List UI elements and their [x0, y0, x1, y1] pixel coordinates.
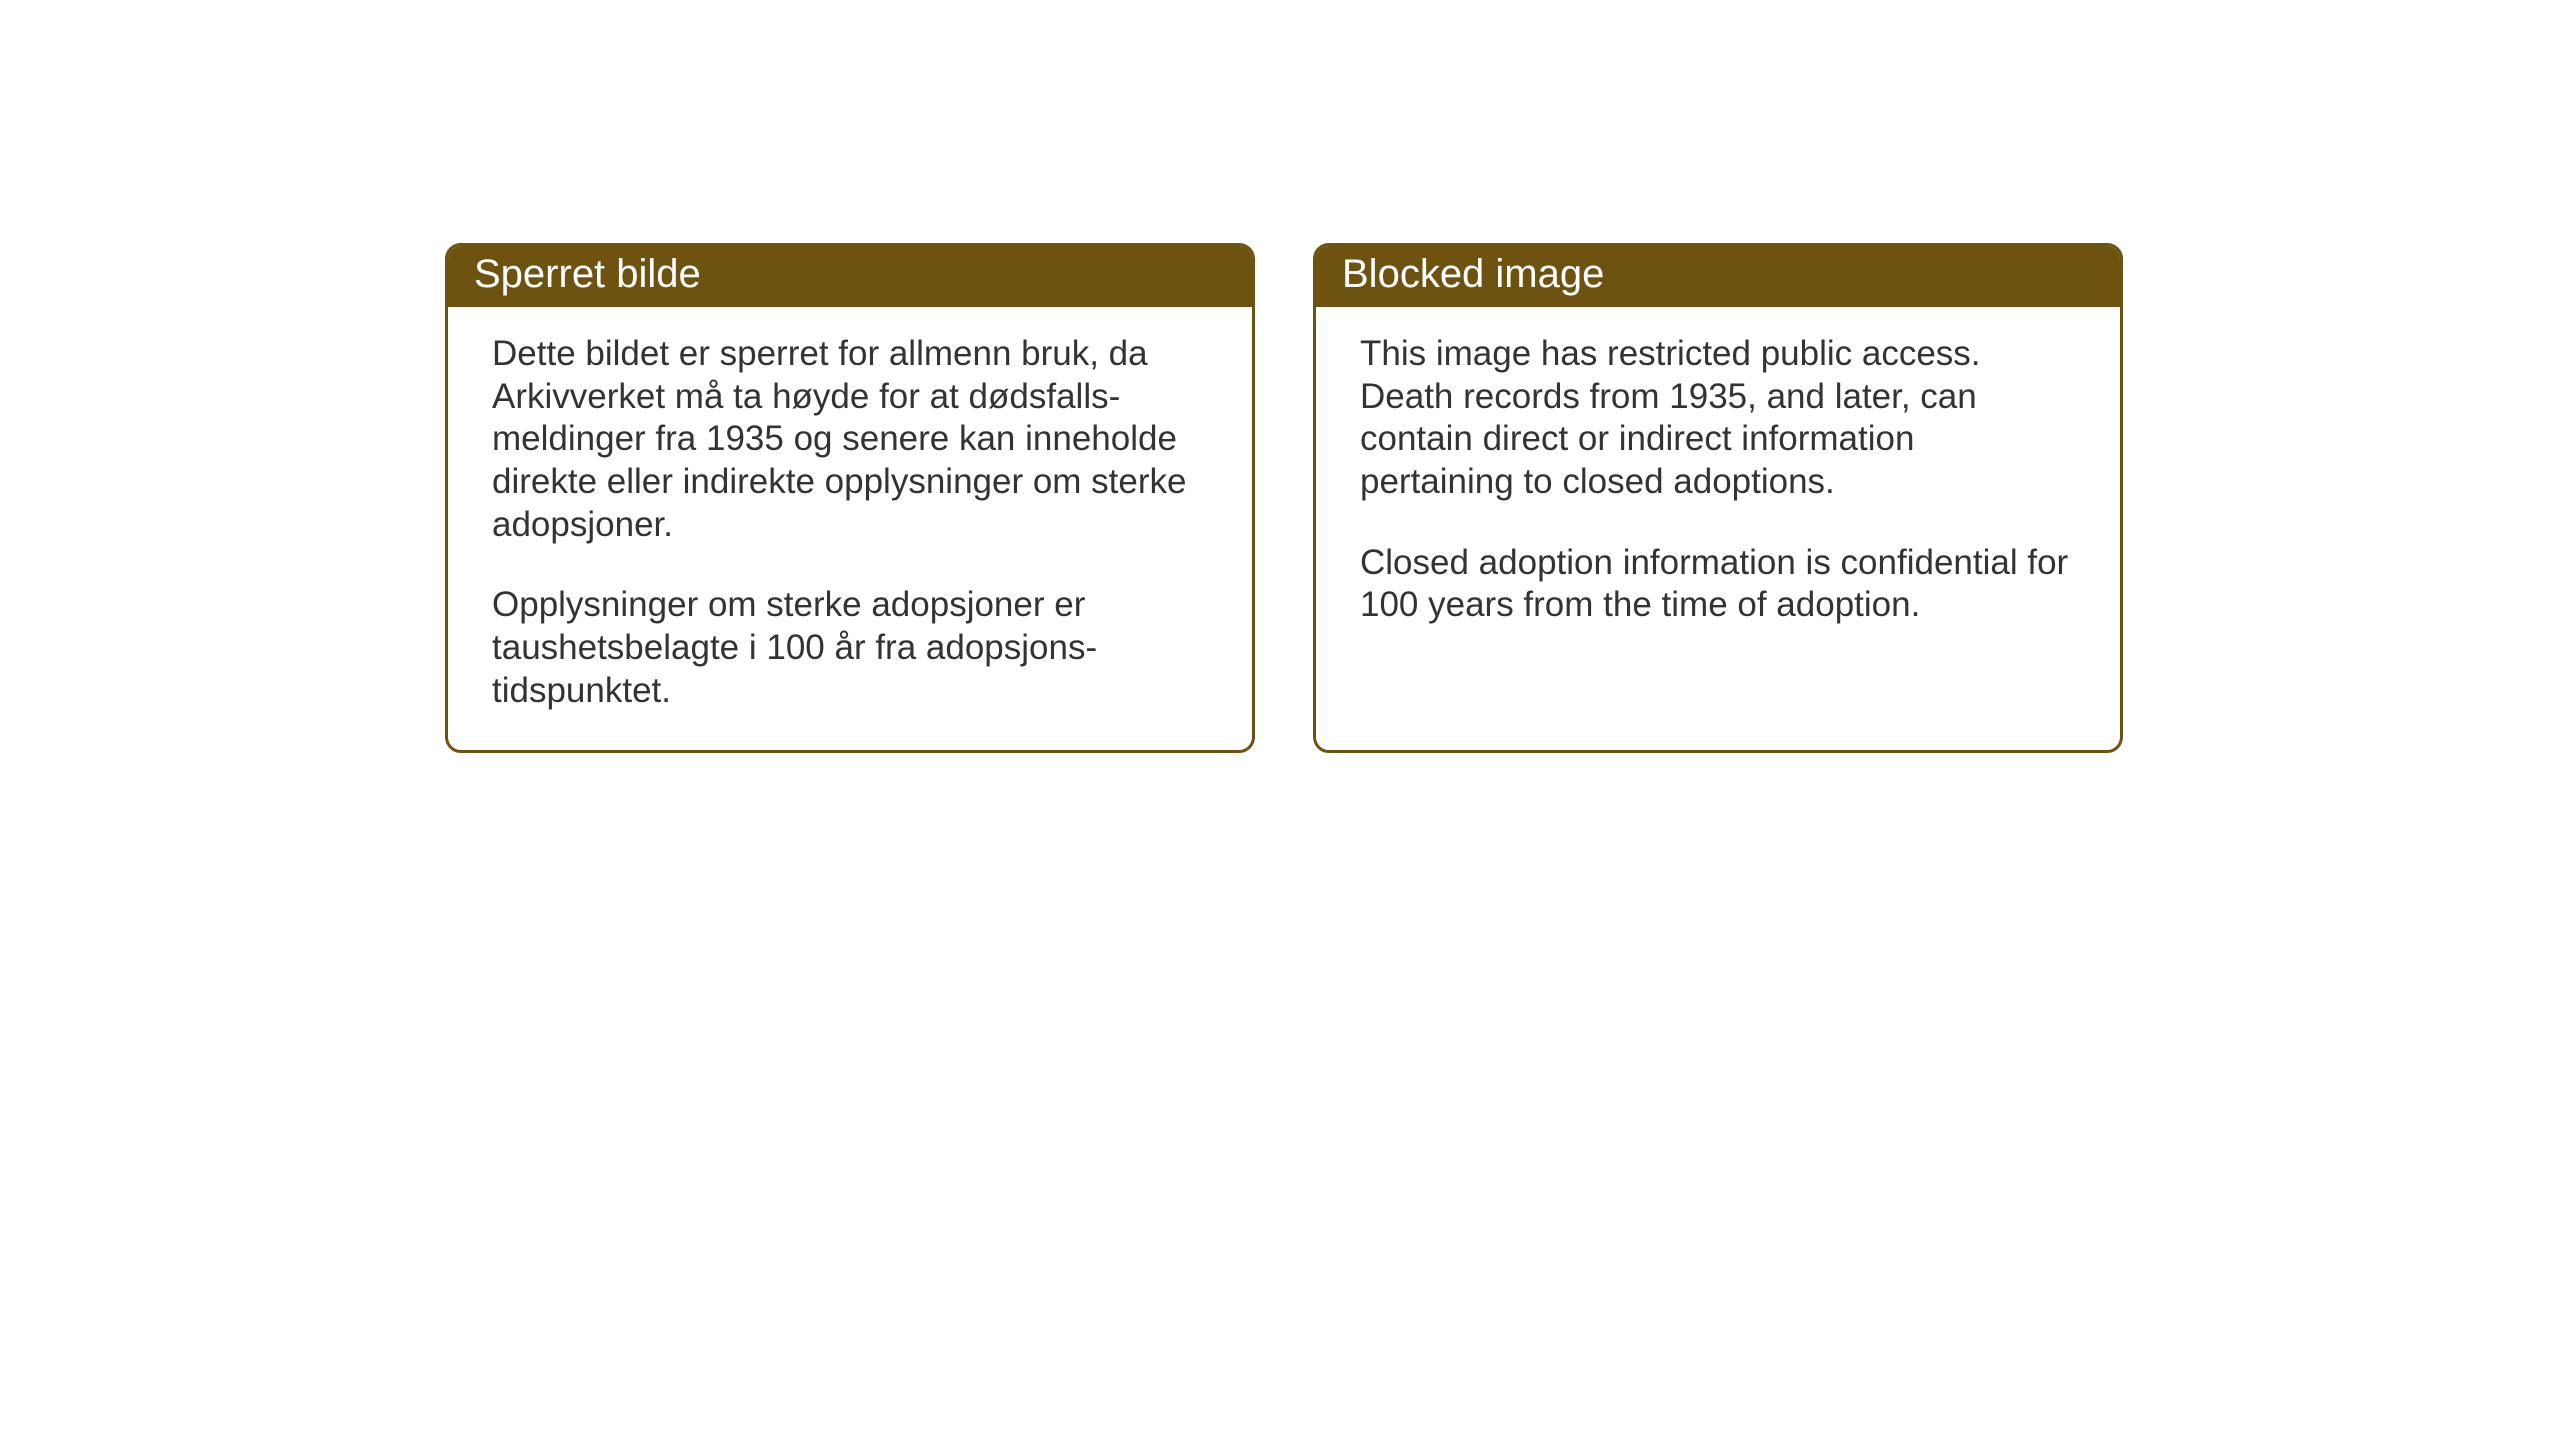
card-body-norwegian: Dette bildet er sperret for allmenn bruk…: [448, 307, 1252, 739]
card-body-english: This image has restricted public access.…: [1316, 307, 2120, 653]
card-paragraph-1: Dette bildet er sperret for allmenn bruk…: [492, 333, 1208, 546]
card-title: Sperret bilde: [474, 252, 701, 296]
card-paragraph-2: Opplysninger om sterke adopsjoner er tau…: [492, 584, 1208, 712]
card-header-norwegian: Sperret bilde: [448, 246, 1252, 307]
card-title: Blocked image: [1342, 252, 1604, 296]
notice-container: Sperret bilde Dette bildet er sperret fo…: [445, 243, 2123, 753]
notice-card-english: Blocked image This image has restricted …: [1313, 243, 2123, 753]
notice-card-norwegian: Sperret bilde Dette bildet er sperret fo…: [445, 243, 1255, 753]
card-paragraph-1: This image has restricted public access.…: [1360, 333, 2076, 504]
card-header-english: Blocked image: [1316, 246, 2120, 307]
card-paragraph-2: Closed adoption information is confident…: [1360, 542, 2076, 627]
